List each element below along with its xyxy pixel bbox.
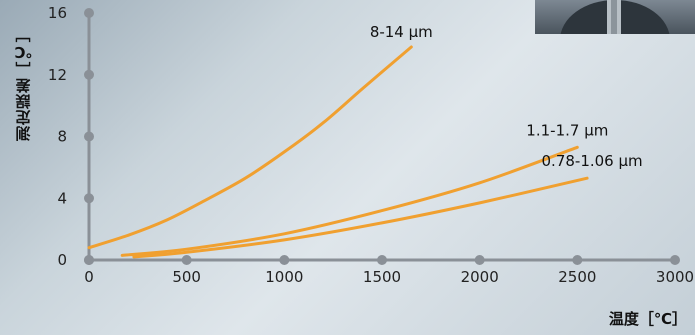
y-tick-dot	[84, 255, 94, 265]
y-axis-label: 測定誤差［℃］	[14, 26, 33, 142]
x-tick-dot	[377, 255, 387, 265]
series-label: 1.1-1.7 μm	[526, 121, 608, 139]
y-tick-label: 4	[57, 189, 67, 207]
x-tick-dot	[572, 255, 583, 265]
series-label: 0.78-1.06 μm	[542, 152, 643, 170]
x-tick-label: 1000	[265, 268, 303, 286]
series-label: 8-14 μm	[370, 23, 433, 41]
x-tick-label: 500	[172, 268, 201, 286]
y-tick-dot	[84, 69, 94, 80]
y-tick-label: 16	[48, 4, 67, 22]
y-tick-label: 0	[57, 251, 67, 269]
x-tick-dot	[279, 255, 290, 265]
x-tick-label: 1500	[363, 268, 401, 286]
x-tick-label: 0	[84, 268, 94, 286]
y-tick-dot	[84, 8, 94, 18]
x-axis-label: 温度［℃］	[608, 310, 687, 328]
series-line	[87, 45, 413, 250]
series-line	[120, 145, 579, 257]
x-tick-label: 3000	[656, 268, 694, 286]
x-tick-label: 2500	[558, 268, 596, 286]
y-tick-dot	[84, 131, 94, 142]
x-tick-dot	[181, 255, 192, 265]
y-tick-label: 8	[57, 128, 67, 146]
inset-photo-graphic	[560, 0, 670, 34]
x-tick-dot	[474, 255, 485, 265]
y-tick-label: 12	[48, 66, 67, 84]
series-line	[132, 176, 589, 259]
x-tick-dot	[670, 255, 680, 265]
x-tick-label: 2000	[461, 268, 499, 286]
y-tick-dot	[84, 193, 94, 204]
inset-photo	[535, 0, 695, 34]
